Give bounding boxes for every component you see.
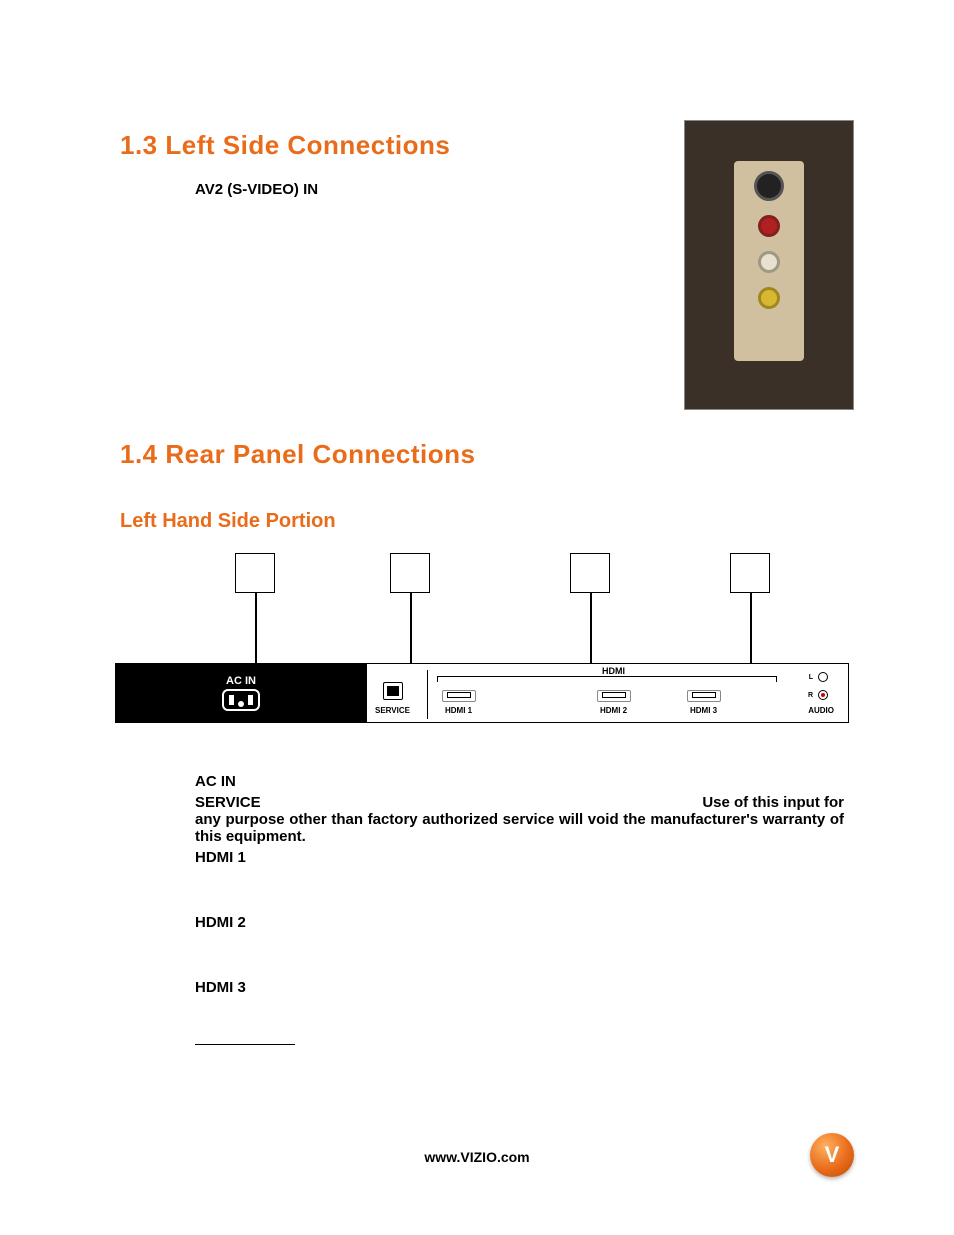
panel-white-section: SERVICE HDMI HDMI 1 HDMI 2 HDMI 3 L R — [366, 664, 848, 722]
hdmi-group-bracket — [437, 676, 777, 681]
audio-r-label: R — [808, 692, 813, 699]
desc-service-lead: Use of this input for — [702, 794, 844, 811]
hdmi1-port-icon — [447, 692, 471, 698]
hdmi2-port-icon — [602, 692, 626, 698]
underline-mark — [195, 1044, 295, 1045]
audio-r-jack-icon — [818, 690, 828, 700]
left-hand-portion-subheading: Left Hand Side Portion — [120, 510, 844, 533]
ac-in-panel-label: AC IN — [226, 675, 256, 687]
hdmi-group-label: HDMI — [602, 666, 625, 676]
section-1-4-heading: 1.4 Rear Panel Connections — [120, 439, 844, 470]
callout-box-3 — [570, 553, 610, 593]
service-port-label: SERVICE — [375, 706, 410, 715]
audio-l-label: L — [809, 674, 813, 681]
hdmi2-port-label: HDMI 2 — [600, 706, 627, 715]
desc-hdmi3: HDMI 3 — [195, 979, 844, 996]
service-port-icon — [383, 682, 403, 700]
callout-line-2 — [410, 593, 412, 663]
vizio-logo-icon: V — [810, 1133, 854, 1177]
hdmi1-port-label: HDMI 1 — [445, 706, 472, 715]
desc-service-line: SERVICE Use of this input for any purpos… — [195, 794, 844, 845]
audio-l-jack-icon — [818, 672, 828, 682]
callout-box-2 — [390, 553, 430, 593]
hdmi3-port-label: HDMI 3 — [690, 706, 717, 715]
side-panel-photo — [684, 120, 854, 410]
desc-service-label: SERVICE — [195, 794, 261, 811]
service-divider — [427, 670, 428, 719]
jack-cluster — [734, 161, 804, 361]
desc-ac-in: AC IN — [195, 773, 844, 790]
callout-line-4 — [750, 593, 752, 663]
rca-red-jack-icon — [758, 215, 780, 237]
rear-panel-strip: AC IN SERVICE HDMI HDMI 1 — [115, 663, 849, 723]
ac-plug-icon — [222, 689, 260, 711]
callout-box-1 — [235, 553, 275, 593]
audio-group-label: AUDIO — [808, 706, 834, 715]
desc-hdmi2: HDMI 2 — [195, 914, 844, 931]
rca-yellow-jack-icon — [758, 287, 780, 309]
rear-panel-diagram: AC IN SERVICE HDMI HDMI 1 — [115, 553, 849, 733]
rca-white-jack-icon — [758, 251, 780, 273]
svideo-jack-icon — [754, 171, 784, 201]
callout-line-3 — [590, 593, 592, 663]
callout-line-1 — [255, 593, 257, 663]
av2-label: AV2 (S-VIDEO) IN — [195, 181, 318, 198]
desc-hdmi1: HDMI 1 — [195, 849, 844, 866]
vizio-logo-letter: V — [825, 1142, 840, 1168]
desc-service-rest: any purpose other than factory authorize… — [195, 811, 844, 845]
ac-in-section: AC IN — [116, 664, 366, 722]
callout-box-4 — [730, 553, 770, 593]
hdmi3-port-icon — [692, 692, 716, 698]
